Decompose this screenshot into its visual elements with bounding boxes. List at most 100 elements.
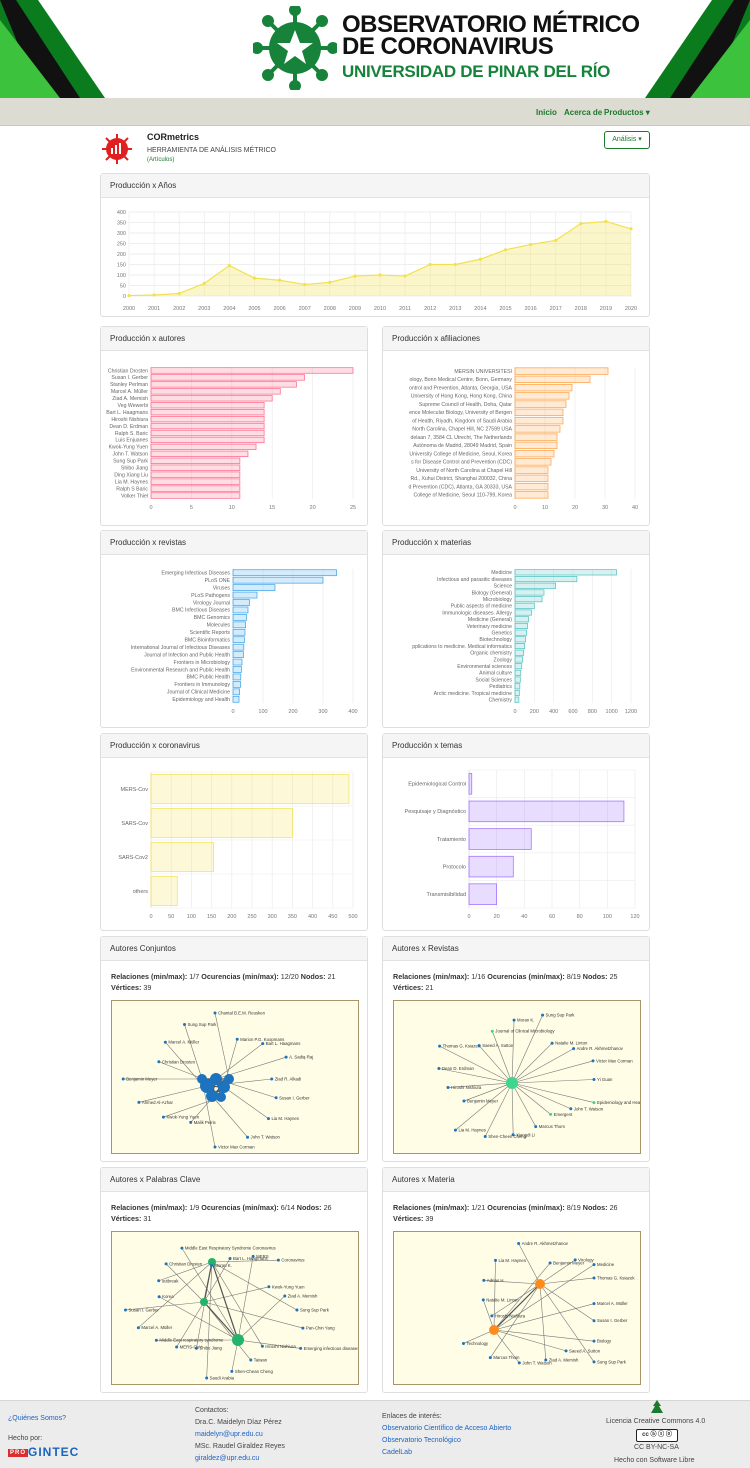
network-node	[517, 1361, 521, 1365]
network-node-label: Bart L. Haagmans	[266, 1041, 301, 1046]
network-edge	[511, 1048, 574, 1084]
bar	[150, 409, 265, 416]
network-node	[276, 1258, 280, 1262]
nav-inicio[interactable]: Inicio	[536, 108, 557, 117]
network-edge	[206, 1261, 213, 1379]
x-tick-label: 0	[513, 709, 516, 715]
network-node	[270, 1077, 274, 1081]
network-node-label: Susan I. Gerber	[129, 1307, 160, 1312]
link-cadellab[interactable]: CadelLab	[382, 1449, 412, 1456]
network-edge	[463, 1082, 513, 1102]
x-tick-label: 350	[288, 914, 297, 920]
category-label: Lia M. Haynes	[115, 479, 149, 485]
network-node	[284, 1055, 288, 1059]
category-label: Environmental Research and Public Health	[131, 667, 230, 673]
network-node-label: Andre R. Akhmetzhanov	[522, 1241, 569, 1246]
app-name: CORmetrics	[147, 132, 200, 142]
network-node-label: John T. Watson	[251, 1135, 281, 1140]
cc-badge-icon[interactable]: cc ⓑ ⓢ ⓞ	[636, 1429, 678, 1442]
links-title: Enlaces de interés:	[382, 1413, 442, 1420]
network-edge	[138, 1085, 208, 1103]
category-label: North Carolina, Chapel Hill, NC 27599 US…	[412, 427, 512, 433]
top-navbar: Inicio Acerca de Productos ▾	[0, 98, 750, 126]
bar	[514, 616, 529, 623]
nav-productos[interactable]: Productos ▾	[604, 108, 650, 117]
subjects-chart: 0 200 400 600 800 1000 1200 Medicine Infectious …	[383, 555, 649, 727]
network-node	[461, 1341, 465, 1345]
bar	[150, 374, 305, 381]
category-label: Shibo Jiang	[121, 466, 148, 472]
network-edge	[539, 1259, 576, 1285]
network-node	[230, 1369, 234, 1373]
category-label: Genetics	[492, 630, 513, 636]
x-tick-label: 2002	[173, 306, 185, 312]
card-title: Autores x Revistas	[383, 937, 649, 961]
contact-1-email[interactable]: maidelyn@upr.edu.cu	[195, 1431, 263, 1438]
network-edge	[492, 1031, 513, 1084]
bar	[150, 422, 265, 430]
analysis-dropdown-button[interactable]: Análisis ▾	[604, 131, 650, 149]
category-label: Public aspects of medicine	[451, 604, 513, 610]
network-node	[136, 1326, 140, 1330]
network-edge	[482, 1299, 495, 1331]
network-hub-node	[200, 1298, 208, 1306]
network-edge	[511, 1020, 515, 1084]
bar	[232, 569, 337, 577]
network-node	[299, 1346, 303, 1350]
x-tick-label: 250	[247, 914, 256, 920]
bar	[514, 416, 564, 425]
network-node-label: Sung Sup Park	[188, 1022, 218, 1027]
network-node-label: Marcel A. Müller	[168, 1040, 199, 1045]
bar	[514, 669, 522, 676]
x-tick-label: 2000	[123, 306, 135, 312]
network-node-label: Benjamin Meyer	[467, 1099, 499, 1104]
category-label: Kwok-Yung Yuen	[109, 445, 149, 451]
network-hub-node	[208, 1258, 216, 1266]
category-label: Emerging Infectious Diseases	[161, 571, 230, 577]
category-label: Zoology	[494, 657, 513, 663]
contact-2-email[interactable]: giraldez@upr.edu.cu	[195, 1455, 260, 1462]
network-edge	[165, 1263, 205, 1303]
bar	[514, 367, 609, 375]
data-point	[579, 221, 583, 226]
link-tech-observatory[interactable]: Observatorio Tecnológico	[382, 1437, 461, 1444]
network-edge	[214, 1012, 230, 1080]
network-node	[511, 1133, 515, 1137]
data-point	[202, 281, 206, 285]
who-are-we-link[interactable]: ¿Quiénes Somos?	[8, 1415, 66, 1422]
x-tick-label: 200	[288, 709, 297, 715]
network-stats: Relaciones (min/max): 1/16 Ocurencias (m…	[393, 972, 618, 992]
bar	[150, 876, 178, 906]
x-tick-label: 2017	[550, 306, 562, 312]
network-node-label: Moran K.	[214, 1263, 231, 1268]
link-open-access-observatory[interactable]: Observatorio Científico de Acceso Abiert…	[382, 1425, 512, 1432]
nav-acerca[interactable]: Acerca de	[564, 108, 603, 117]
network-graph[interactable]: Ziad R. Alkadi Susan I. Gerber Lia M. Hayn…	[111, 1000, 359, 1154]
category-label: Viruses	[213, 585, 231, 591]
x-tick-label: 2001	[148, 306, 160, 312]
y-tick-label: 100	[117, 273, 126, 279]
category-label: Marcel A. Müller	[111, 389, 148, 395]
bar	[468, 855, 514, 878]
data-point	[127, 293, 131, 298]
network-node-label: Journal of Clinical Microbiology	[495, 1029, 555, 1034]
category-label: s for Disease Control and Prevention (CD…	[411, 460, 512, 466]
network-node-label: Victor Max Corman	[218, 1145, 255, 1150]
network-graph[interactable]: Emergent Marcus Thom Xiangdi Li Shen-Cheeri…	[393, 1000, 641, 1154]
network-graph[interactable]: Shibo Jiang MERS-CoV Middle East respirato…	[111, 1231, 359, 1385]
network-node-label: Marion P.G. Koopmans	[240, 1037, 284, 1042]
category-label: Ding Xiang Liu	[114, 472, 148, 478]
network-node	[249, 1358, 253, 1362]
category-label: Molecules	[207, 623, 231, 629]
y-tick-label: 50	[120, 284, 126, 290]
bar	[514, 491, 549, 499]
network-edge	[511, 1082, 571, 1110]
network-node-label: Christian Drosten	[169, 1261, 203, 1266]
network-edge	[203, 1261, 213, 1303]
bar	[150, 485, 241, 492]
category-label: others	[133, 889, 149, 895]
network-node	[592, 1276, 596, 1280]
bar	[150, 492, 241, 499]
bar	[232, 591, 258, 599]
network-graph[interactable]: Hiroshi Nishiura Natalie M. Linton Adrian …	[393, 1231, 641, 1385]
